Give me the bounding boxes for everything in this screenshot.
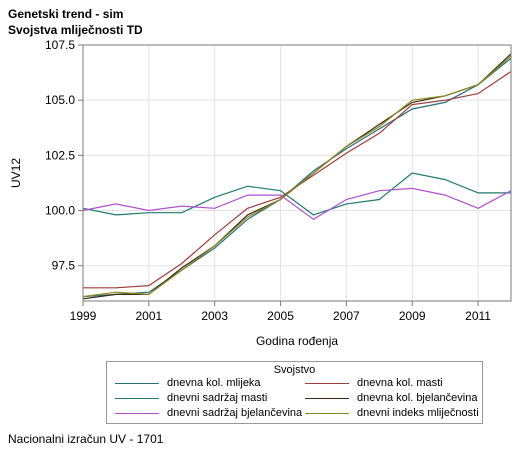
legend-swatch xyxy=(115,398,159,399)
x-axis: 1999 2001 2003 2005 2007 2009 2011 xyxy=(70,301,491,323)
series-line xyxy=(82,53,512,300)
legend-label: dnevna kol. masti xyxy=(357,377,443,389)
x-tick-label: 2003 xyxy=(201,309,228,323)
x-tick-label: 2009 xyxy=(399,309,426,323)
legend-label: dnevni sadržaj masti xyxy=(167,392,268,404)
legend-title: Svojstvo xyxy=(273,364,316,376)
x-tick-label: 1999 xyxy=(70,309,97,323)
x-tick-label: 2005 xyxy=(267,309,294,323)
footer-note: Nacionalni izračun UV - 1701 xyxy=(8,432,164,446)
legend-swatch xyxy=(115,413,159,414)
legend-swatch xyxy=(305,398,349,399)
legend-label: dnevna kol. mlijeka xyxy=(167,377,261,389)
chart-subtitle: Svojstva mliječnosti TD xyxy=(8,23,143,37)
legend-swatch xyxy=(115,383,159,384)
y-axis-label: UV12 xyxy=(9,158,23,188)
x-tick-label: 2007 xyxy=(333,309,360,323)
series-lines xyxy=(82,53,512,300)
series-line xyxy=(82,187,512,221)
y-axis: 97.5 100.0 102.5 105.0 107.5 xyxy=(45,38,83,273)
legend-label: dnevni sadržaj bjelančevina xyxy=(167,407,303,419)
series-line xyxy=(82,57,512,298)
legend-label: dnevna kol. bjelančevina xyxy=(357,392,478,404)
series-line xyxy=(82,172,511,216)
x-tick-label: 2001 xyxy=(135,309,162,323)
series-line xyxy=(82,55,512,298)
x-axis-label: Godina rođenja xyxy=(256,334,338,348)
legend: Svojstvo dnevna kol. mlijeka dnevna kol. … xyxy=(106,361,483,424)
plot-frame xyxy=(82,44,512,302)
y-tick-label: 97.5 xyxy=(52,259,76,273)
legend-swatch xyxy=(305,413,349,414)
y-tick-label: 100.0 xyxy=(45,204,75,218)
legend-swatch xyxy=(305,383,349,384)
x-tick-label: 2011 xyxy=(465,309,491,323)
y-tick-label: 105.0 xyxy=(45,93,75,107)
chart-title: Genetski trend - sim xyxy=(8,7,124,21)
y-tick-label: 102.5 xyxy=(45,148,75,162)
y-tick-label: 107.5 xyxy=(45,38,75,52)
legend-label: dnevni indeks mliječnosti xyxy=(357,407,479,419)
grid-lines xyxy=(82,44,511,301)
line-chart: 1999 2001 2003 2005 2007 2009 2011 97.5 100.0 10… xyxy=(9,38,512,348)
